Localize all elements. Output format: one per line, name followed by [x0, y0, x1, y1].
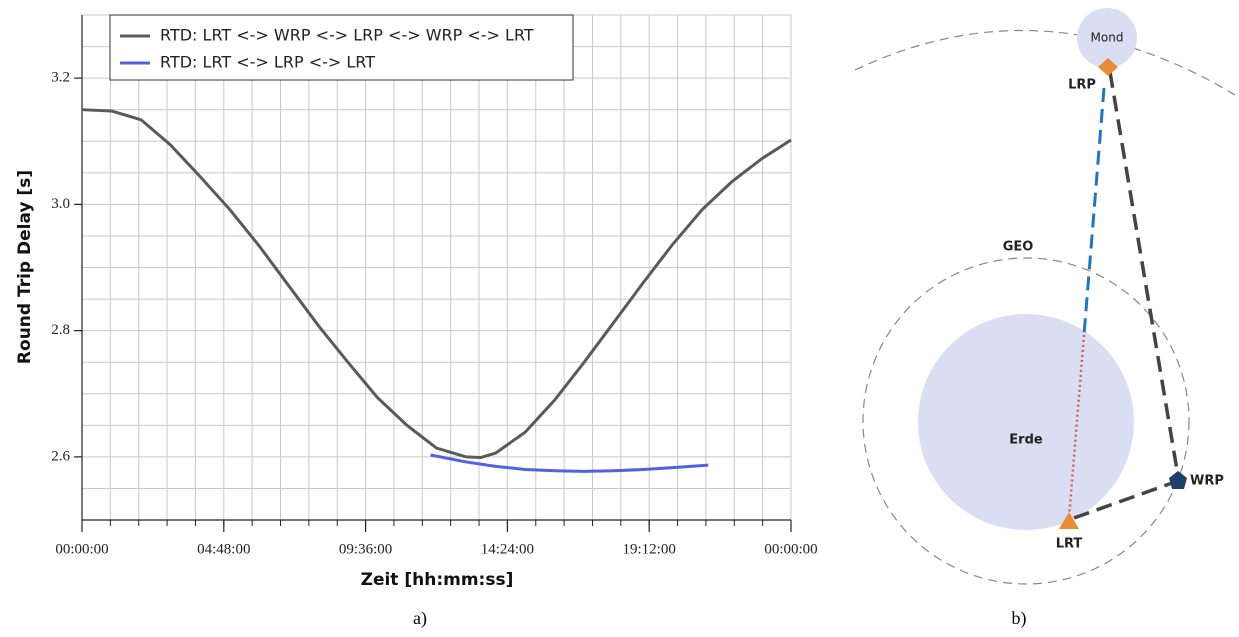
- earth: [918, 314, 1134, 530]
- link-lrp: [1082, 87, 1106, 336]
- legend-box: [109, 14, 574, 81]
- wrp-marker: [1169, 471, 1187, 489]
- moon-label: Mond: [1091, 31, 1124, 45]
- lrp-marker: [1098, 58, 1118, 76]
- earth-label: Erde: [1009, 433, 1043, 448]
- diagram: Mond GEO Erde LRP LRT WRP: [854, 8, 1236, 585]
- x-axis-label: Zeit [hh:mm:ss]: [361, 570, 514, 590]
- x-tick-label: 00:00:00: [55, 541, 108, 557]
- lrp-label: LRP: [1068, 78, 1096, 93]
- y-tick-label: 2.8: [51, 322, 70, 338]
- x-tick-label: 00:00:00: [764, 541, 817, 557]
- lrt-label: LRT: [1056, 537, 1083, 552]
- legend-label: RTD: LRT <-> WRP <-> LRP <-> WRP <-> LRT: [160, 26, 534, 45]
- x-tick-label: 04:48:00: [197, 541, 250, 557]
- chart: 00:00:00 04:48:00 09:36:00 14:24:00 19:12:00…: [51, 14, 818, 557]
- geo-orbit: [862, 257, 1190, 585]
- legend-label: RTD: LRT <-> LRP <-> LRT: [160, 53, 375, 72]
- geo-label: GEO: [1003, 240, 1034, 255]
- moon-orbit: [854, 29, 1236, 96]
- link-lrt-wrp: [1073, 480, 1176, 520]
- x-tick-label: 19:12:00: [623, 541, 676, 557]
- link-lrt: [1067, 334, 1086, 519]
- lrt-marker: [1059, 512, 1079, 529]
- line-series: [430, 453, 709, 473]
- caption: b): [1012, 608, 1027, 629]
- link-wrp-lrp: [1108, 71, 1180, 477]
- moon: [1077, 8, 1137, 68]
- line-series: [81, 108, 792, 460]
- y-axis-label: Round Trip Delay [s]: [15, 170, 35, 364]
- wrp-label: WRP: [1190, 474, 1224, 489]
- y-tick-label: 3.0: [51, 196, 70, 212]
- x-tick-label: 14:24:00: [481, 541, 534, 557]
- y-tick-label: 3.2: [51, 70, 70, 86]
- caption: a): [413, 608, 427, 629]
- y-tick-label: 2.6: [51, 448, 70, 464]
- x-tick-label: 09:36:00: [339, 541, 392, 557]
